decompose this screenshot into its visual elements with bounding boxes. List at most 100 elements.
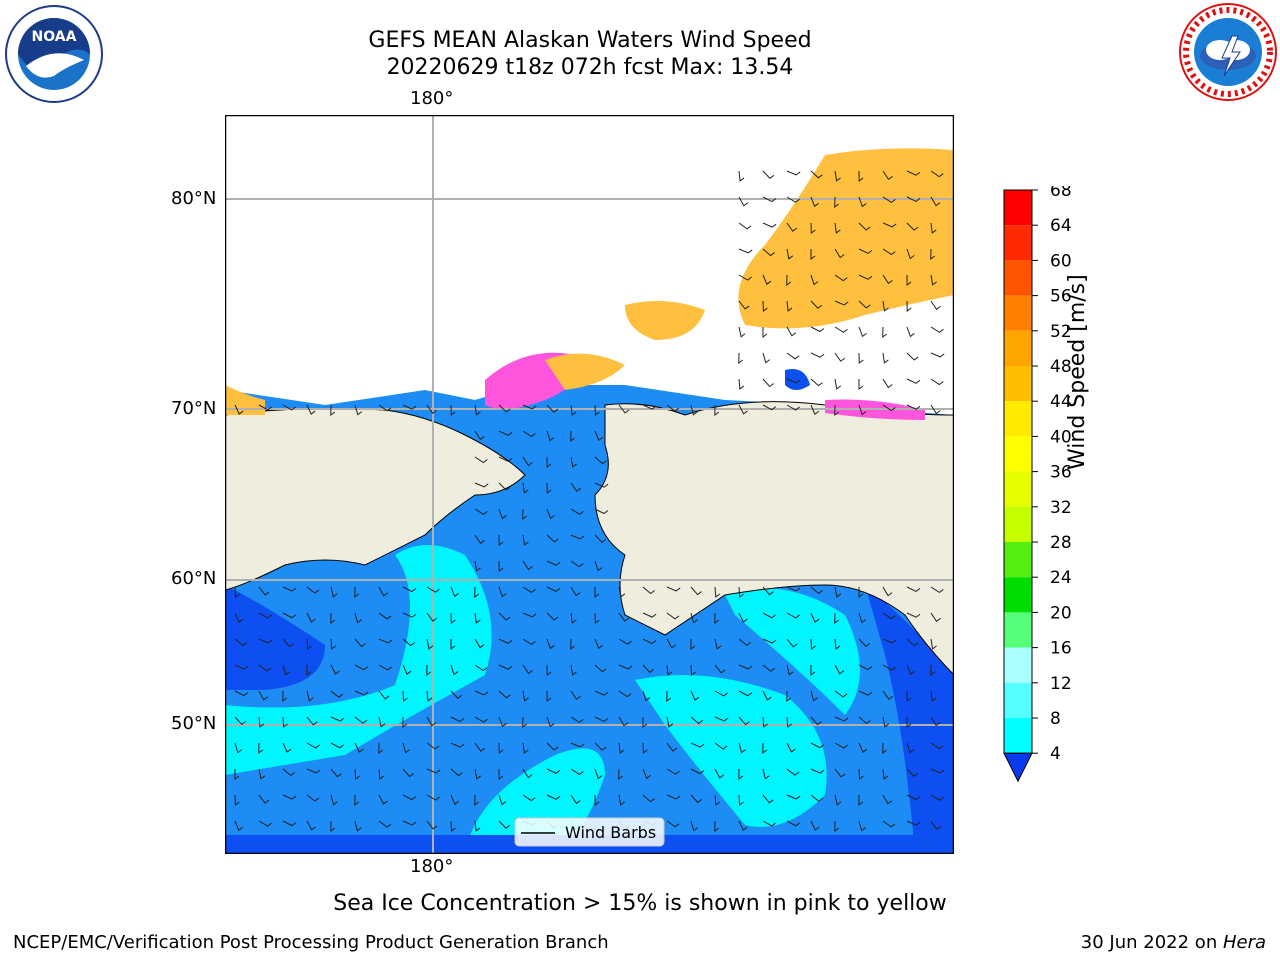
wind-barb <box>906 196 921 202</box>
calm-zone-east <box>865 585 954 854</box>
wind-barb <box>666 612 680 620</box>
wind-barb <box>522 664 533 675</box>
wind-barb <box>666 742 678 752</box>
wind-barb <box>930 586 944 593</box>
wind-barb <box>906 768 919 777</box>
noaa-logo: NOAA <box>5 5 103 103</box>
wind-barb <box>378 820 392 828</box>
wind-barb <box>570 482 582 492</box>
wind-barb <box>522 404 537 410</box>
wind-barb <box>738 612 748 623</box>
wind-barb <box>786 690 792 703</box>
colorbar-cell <box>1004 718 1032 754</box>
wind-barb <box>858 248 873 254</box>
wind-barb <box>714 586 721 598</box>
wind-barb <box>474 612 481 624</box>
colorbar-cell <box>1004 401 1032 437</box>
footer-date-text: 30 Jun 2022 on <box>1080 932 1223 953</box>
wind-barb <box>762 378 774 388</box>
wind-barb <box>906 300 912 312</box>
wind-barb <box>402 716 408 729</box>
wind-barb <box>330 794 338 806</box>
wind-barb <box>882 820 896 828</box>
wind-barb <box>594 612 600 624</box>
wind-barb <box>258 742 264 755</box>
colorbar-tick-label: 4 <box>1050 744 1061 764</box>
wind-barb <box>786 274 792 287</box>
wind-barb <box>882 664 896 671</box>
wind-barb <box>810 794 824 802</box>
wind-barb <box>906 222 919 231</box>
wind-barb <box>882 326 888 339</box>
wind-barb <box>546 612 559 621</box>
wind-barb <box>642 404 657 410</box>
wind-barb <box>810 716 822 726</box>
wind-barb <box>594 404 600 416</box>
wind-barb <box>738 742 746 754</box>
wind-barb <box>834 274 848 282</box>
wind-barb <box>330 742 345 749</box>
wind-barb <box>930 638 937 650</box>
wind-barb <box>282 612 297 619</box>
wind-barb <box>930 300 941 311</box>
wind-barb <box>354 794 360 807</box>
wind-barb <box>762 196 777 203</box>
wind-barb <box>738 300 750 310</box>
wind-barb <box>786 404 800 411</box>
wind-barb <box>426 612 438 622</box>
wind-barb <box>810 586 823 595</box>
wind-barb <box>570 742 585 748</box>
wind-barb <box>330 638 337 650</box>
wind-barb <box>690 586 702 596</box>
wind-barb <box>834 742 848 749</box>
wind-barb <box>858 196 867 208</box>
wind-barb <box>378 638 393 644</box>
colorbar-cell <box>1004 506 1032 542</box>
wind-barb <box>882 196 896 203</box>
wind-barb <box>618 638 632 645</box>
wind-barb <box>354 716 368 724</box>
wind-barb <box>666 716 674 728</box>
wind-barb <box>858 638 871 648</box>
wind-barb <box>930 820 942 830</box>
wind-barb <box>450 794 460 805</box>
wind-barb <box>810 196 819 208</box>
wind-barb <box>234 742 243 754</box>
colorbar-tick-label: 8 <box>1050 709 1061 729</box>
colorbar-tick-label: 60 <box>1050 251 1072 271</box>
wind-barb <box>834 716 849 722</box>
wind-barb <box>882 612 896 620</box>
wind-barb <box>378 768 385 780</box>
wind-barb <box>546 690 552 702</box>
wind-barb <box>306 612 316 623</box>
wind-band-gulf <box>725 588 860 715</box>
wind-barb <box>906 352 919 361</box>
wind-barb <box>810 274 819 286</box>
wind-barb <box>498 638 513 644</box>
wind-barb <box>474 534 485 545</box>
wind-barb <box>258 404 273 411</box>
wind-barb <box>618 768 624 781</box>
wind-barb <box>282 716 288 728</box>
wind-barb <box>834 690 848 698</box>
wind-barb <box>810 300 823 309</box>
wind-barb <box>858 664 873 671</box>
wind-barb <box>546 768 561 774</box>
wind-barb <box>762 768 770 780</box>
wind-barb <box>834 664 845 675</box>
wind-barb <box>402 768 414 778</box>
nws-logo <box>1179 3 1277 101</box>
wind-barb <box>858 742 868 753</box>
wind-barb <box>570 690 581 701</box>
colorbar-cell <box>1004 682 1032 718</box>
wind-barb <box>450 586 459 598</box>
wind-barb <box>546 430 555 442</box>
wind-barb <box>690 664 696 676</box>
wind-barb <box>426 664 432 677</box>
wind-barb <box>642 742 648 754</box>
colorbar-cell <box>1004 436 1032 472</box>
wind-barb <box>570 430 576 443</box>
wind-barb <box>642 716 648 729</box>
wind-barb <box>306 638 313 650</box>
wind-barb <box>426 404 437 414</box>
